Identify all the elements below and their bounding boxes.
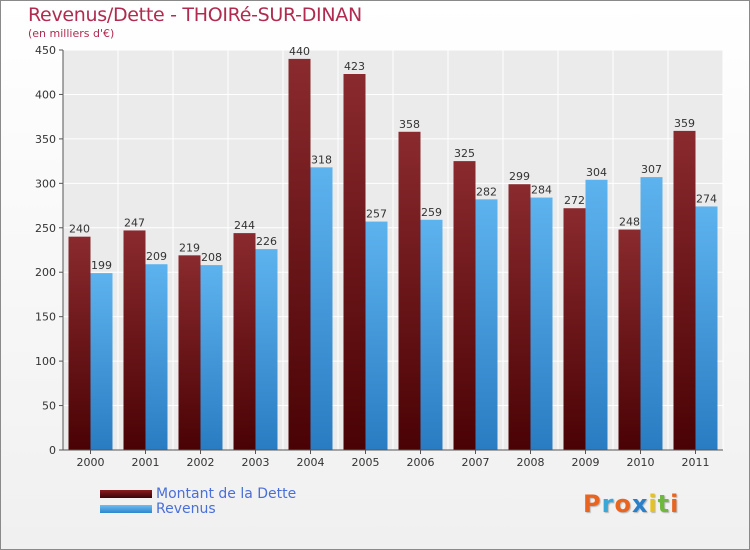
data-label: 240 [69,223,90,236]
legend-item-revenus: Revenus [100,501,216,517]
data-label: 325 [454,147,475,160]
data-label: 248 [619,216,640,229]
logo-letter: i [670,490,680,518]
y-tick-label: 100 [35,355,56,368]
logo-letter: i [648,490,658,518]
y-tick-label: 0 [49,444,56,457]
x-tick-label: 2007 [462,456,490,469]
data-label: 440 [289,45,310,58]
data-label: 244 [234,219,255,232]
data-label: 226 [256,235,277,248]
bar-dette [68,236,91,450]
bar-revenus [90,273,113,450]
proxiti-logo: Proxiti [583,490,679,518]
legend-label-revenus: Revenus [156,501,216,517]
data-label: 272 [564,194,585,207]
bar-dette [288,58,311,451]
x-tick-label: 2002 [187,456,215,469]
logo-letter: t [657,490,671,518]
bar-revenus [585,179,608,450]
bar-revenus [640,177,663,450]
x-tick-label: 2011 [682,456,710,469]
bar-revenus [420,219,443,450]
bar-revenus [255,249,278,450]
x-tick-label: 2004 [297,456,325,469]
data-label: 199 [91,259,112,272]
data-label: 359 [674,117,695,130]
y-tick-label: 450 [35,44,56,57]
bar-revenus [530,197,553,450]
y-tick-label: 300 [35,177,56,190]
data-label: 209 [146,250,167,263]
bar-dette [563,208,586,450]
bar-revenus [200,265,223,450]
x-tick-label: 2005 [352,456,380,469]
data-label: 423 [344,60,365,73]
data-label: 358 [399,118,420,131]
chart-subtitle: (en milliers d'€) [28,27,115,40]
data-label: 318 [311,153,332,166]
x-tick-label: 2006 [407,456,435,469]
bar-dette [618,229,641,450]
data-label: 208 [201,251,222,264]
bar-dette [453,161,476,450]
bar-dette [343,74,366,450]
x-tick-label: 2008 [517,456,545,469]
logo-letter: x [631,490,649,518]
bar-revenus [695,206,718,450]
data-label: 259 [421,206,442,219]
bar-dette [178,255,201,450]
x-tick-label: 2003 [242,456,270,469]
data-label: 307 [641,163,662,176]
bar-dette [398,131,421,450]
data-label: 257 [366,208,387,221]
x-tick-label: 2000 [77,456,105,469]
data-label: 284 [531,184,552,197]
legend-item-dette: Montant de la Dette [100,486,296,502]
bar-revenus [145,264,168,450]
data-label: 274 [696,192,717,205]
data-label: 282 [476,185,497,198]
bar-dette [123,230,146,450]
data-label: 304 [586,166,607,179]
bar-dette [233,233,256,450]
data-label: 247 [124,216,145,229]
x-tick-label: 2001 [132,456,160,469]
bar-dette [673,130,696,450]
x-tick-label: 2010 [627,456,655,469]
logo-letter: r [601,490,615,518]
chart-title: Revenus/Dette - THOIRé-SUR-DINAN [28,4,362,26]
y-tick-label: 50 [42,400,56,413]
legend-swatch-revenus [100,505,152,513]
y-tick-label: 250 [35,222,56,235]
y-tick-label: 200 [35,266,56,279]
logo-letter: P [583,490,602,518]
y-tick-label: 400 [35,88,56,101]
data-label: 299 [509,170,530,183]
bar-dette [508,184,531,450]
y-tick-label: 150 [35,311,56,324]
legend-label-dette: Montant de la Dette [156,486,297,502]
x-tick-label: 2009 [572,456,600,469]
bar-revenus [365,221,388,450]
logo-letter: o [614,490,632,518]
bar-revenus [310,167,333,451]
bar-revenus [475,199,498,450]
y-tick-label: 350 [35,133,56,146]
data-label: 219 [179,241,200,254]
legend-swatch-dette [100,490,152,498]
